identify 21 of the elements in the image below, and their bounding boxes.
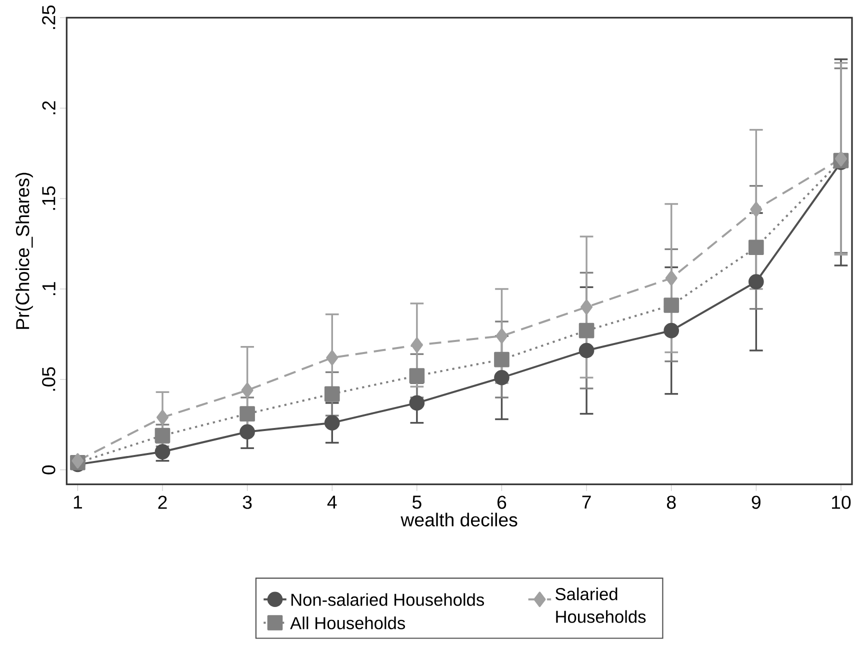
- x-tick-label: 1: [74, 496, 82, 509]
- y-tick-label: .15: [42, 186, 56, 210]
- y-tick-label: .1: [42, 282, 56, 296]
- legend-label: Non-salaried Households: [291, 593, 484, 606]
- x-tick-label: 2: [158, 496, 167, 509]
- y-tick-label: .05: [42, 367, 56, 391]
- y-tick-label: 0: [42, 465, 56, 474]
- y-axis-title: Pr(Choice_Shares): [16, 172, 33, 329]
- legend-label: Salaried Households: [556, 588, 646, 623]
- x-tick-label: 6: [497, 496, 506, 509]
- x-tick-label: 8: [666, 496, 676, 509]
- x-tick-label: 9: [752, 496, 760, 509]
- x-axis-title: wealth deciles: [400, 512, 518, 526]
- x-tick-label: 10: [832, 496, 851, 509]
- legend-label: All Households: [290, 616, 406, 630]
- y-tick-label: .25: [42, 5, 56, 29]
- x-tick-label: 4: [327, 496, 337, 509]
- x-tick-label: 7: [582, 496, 591, 509]
- x-tick-label: 5: [412, 496, 422, 509]
- x-tick-label: 3: [242, 496, 252, 509]
- y-tick-label: .2: [42, 101, 56, 114]
